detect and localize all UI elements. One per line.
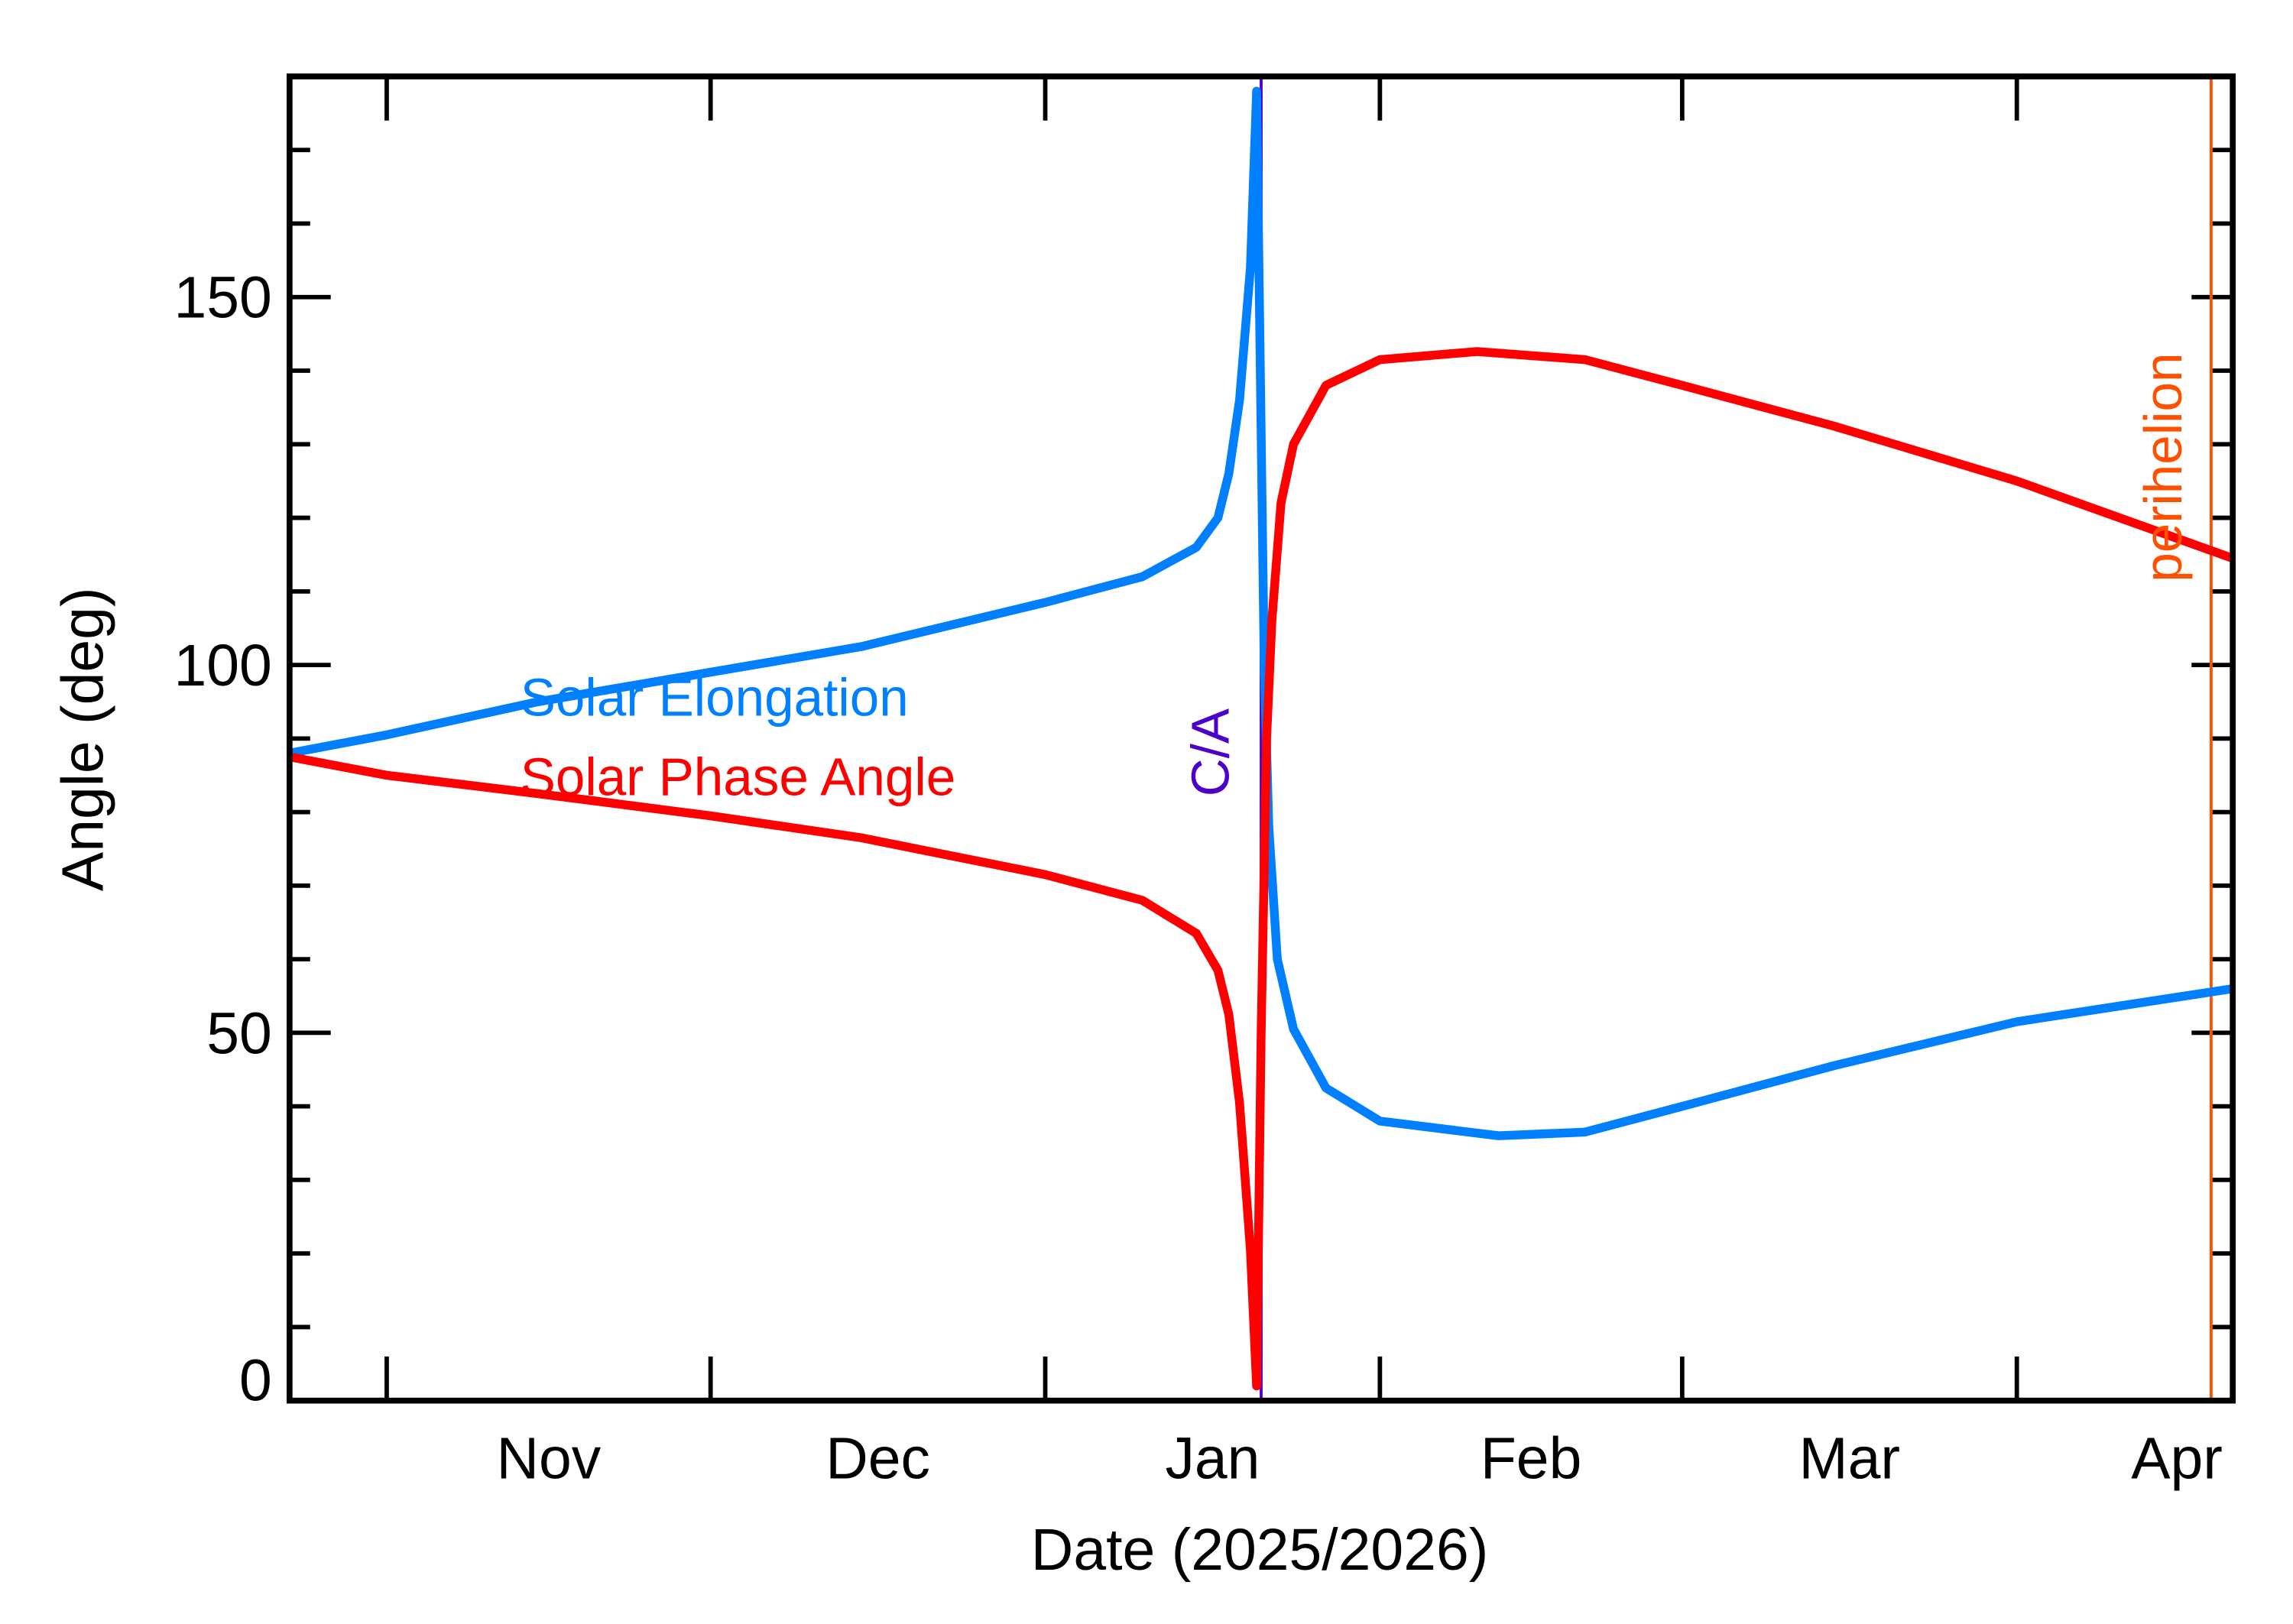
perihelion-label: perihelion bbox=[2133, 352, 2193, 582]
y-tick-label: 150 bbox=[174, 265, 271, 331]
series-solar-elongation bbox=[288, 86, 2234, 1140]
event-lines bbox=[1260, 76, 2213, 1401]
x-tick-label: Mar bbox=[1799, 1426, 1900, 1492]
x-tick-label: Jan bbox=[1165, 1426, 1260, 1492]
ca-label: C/A bbox=[1181, 708, 1241, 796]
y-tick-label: 100 bbox=[174, 633, 271, 699]
y-axis-title: Angle (deg) bbox=[50, 588, 116, 892]
legend-solar-phase-angle: Solar Phase Angle bbox=[521, 747, 956, 806]
x-tick-label: Dec bbox=[825, 1426, 930, 1492]
series-lines bbox=[288, 86, 2235, 1391]
x-tick-label: Feb bbox=[1481, 1426, 1582, 1492]
plot-frame bbox=[287, 73, 2236, 1404]
series-solar-phase-angle bbox=[288, 347, 2235, 1391]
x-axis-title: Date (2025/2026) bbox=[1031, 1517, 1489, 1583]
y-tick-label: 0 bbox=[239, 1348, 272, 1414]
x-tick-label: Apr bbox=[2131, 1426, 2223, 1492]
legend-solar-elongation: Solar Elongation bbox=[521, 668, 909, 728]
tick-labels: 0 50 100 150 Nov Dec Jan Feb Mar Apr bbox=[174, 265, 2222, 1492]
x-tick-label: Nov bbox=[496, 1426, 601, 1492]
y-tick-label: 50 bbox=[206, 1000, 272, 1066]
